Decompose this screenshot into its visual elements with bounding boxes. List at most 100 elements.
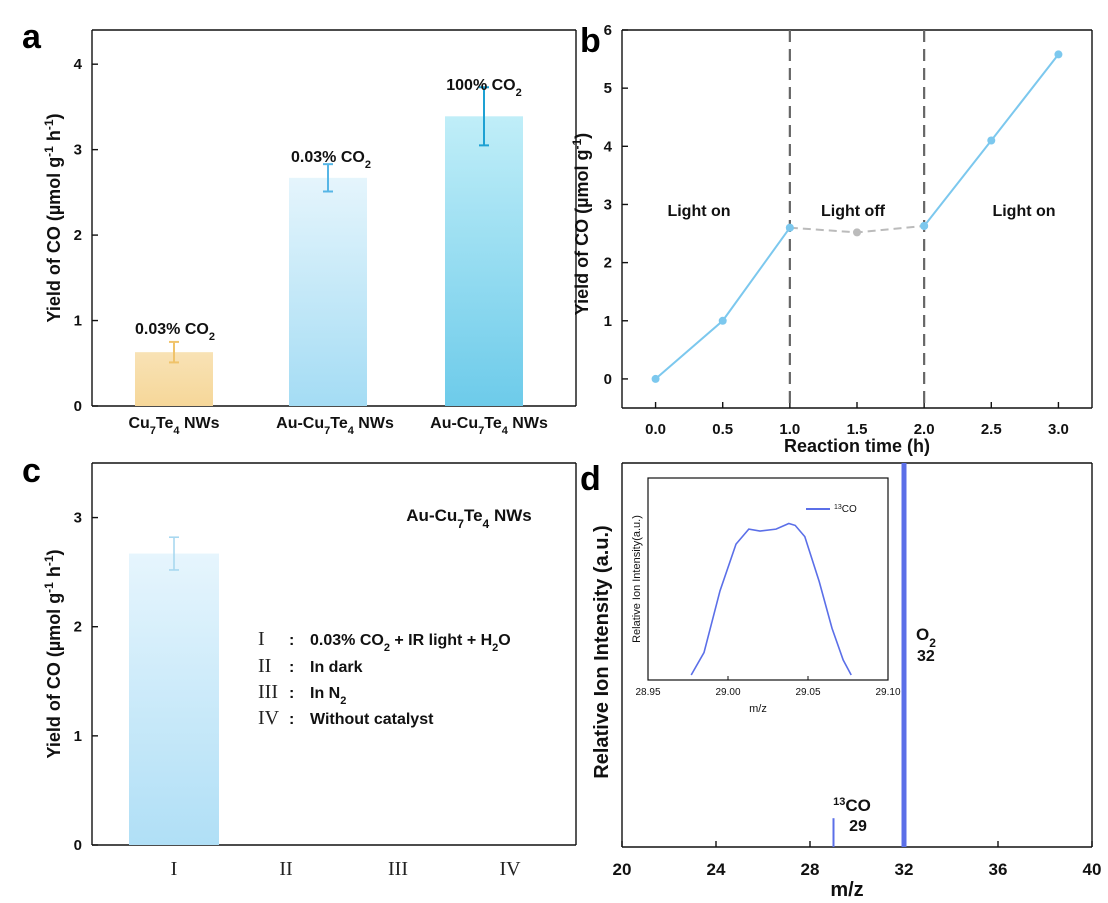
c-xtick-label: III bbox=[388, 858, 408, 880]
d-inset-frame bbox=[647, 477, 889, 681]
d-13co-mz: 29 bbox=[849, 818, 867, 835]
a-cat-2: Au-Cu7Te4 NWs bbox=[430, 415, 548, 437]
d-13co-label: 13CO bbox=[833, 796, 871, 815]
c-legend: I : 0.03% CO2 + IR light + H2O II : In d… bbox=[258, 628, 511, 729]
b-ytick-label: 4 bbox=[604, 138, 613, 155]
panel-label-d: d bbox=[580, 460, 601, 498]
d-o2-label: O2 bbox=[916, 625, 936, 650]
b-series-line bbox=[654, 227, 791, 380]
a-y-ticks: 0 1 2 3 4 bbox=[74, 56, 98, 415]
a-bar bbox=[445, 116, 523, 407]
b-ytick-label: 6 bbox=[604, 22, 612, 39]
a-y-label: Yield of CO (µmol g-1 h-1) bbox=[42, 113, 64, 322]
d-inset-legend-text: 13CO bbox=[834, 504, 857, 516]
b-note-light-on-1: Light on bbox=[667, 203, 730, 220]
panel-label-c: c bbox=[22, 452, 41, 490]
b-ticks: 0.0 0.5 1.0 1.5 2.0 2.5 3.0 0 1 2 3 4 5 6 bbox=[604, 22, 1069, 438]
b-vlines bbox=[788, 30, 926, 408]
c-legend-key-1: II bbox=[258, 655, 271, 677]
c-legend-text-0: 0.03% CO2 + IR light + H2O bbox=[310, 632, 511, 654]
c-legend-text-3: Without catalyst bbox=[310, 711, 434, 728]
b-xtick-label: 1.5 bbox=[847, 421, 868, 438]
b-note-light-off: Light off bbox=[821, 203, 886, 220]
d-inset-line bbox=[690, 522, 852, 676]
c-legend-key-2: III bbox=[258, 681, 278, 703]
a-bars bbox=[135, 86, 523, 407]
b-y-label: Yield of CO (µmol g-1) bbox=[570, 133, 592, 315]
a-cat-0: Cu7Te4 NWs bbox=[128, 415, 219, 437]
d-xtick-label: 32 bbox=[895, 860, 914, 879]
d-xtick-label: 20 bbox=[613, 860, 632, 879]
b-xtick-label: 1.0 bbox=[779, 421, 800, 438]
b-point bbox=[718, 316, 727, 325]
d-y-label: Relative Ion Intensity (a.u.) bbox=[591, 525, 613, 778]
d-inset-curve bbox=[690, 522, 852, 676]
d-ticks: 20 24 28 32 36 40 bbox=[613, 841, 1102, 879]
a-note-0: 0.03% CO2 bbox=[135, 321, 215, 343]
c-legend-colon-1: : bbox=[289, 659, 294, 676]
d-inset-xtick-label: 29.00 bbox=[715, 687, 740, 698]
d-inset: 28.95 29.00 29.05 29.10 13CO Relative Ion I… bbox=[631, 477, 901, 715]
b-ytick-label: 3 bbox=[604, 196, 612, 213]
panel-d: d 20 24 28 32 36 40 Relative Ion Intensity (a… bbox=[580, 460, 1101, 901]
c-bars: I II III IV bbox=[129, 536, 521, 880]
d-xtick-label: 24 bbox=[707, 860, 726, 879]
d-xtick-label: 28 bbox=[801, 860, 820, 879]
c-y-label: Yield of CO (µmol g-1 h-1) bbox=[42, 549, 64, 758]
c-ytick-label: 2 bbox=[74, 619, 82, 636]
b-point bbox=[987, 136, 996, 145]
b-ytick-label: 0 bbox=[604, 371, 612, 388]
c-xtick-label: II bbox=[279, 858, 292, 880]
a-bar bbox=[289, 177, 367, 406]
d-xtick-label: 40 bbox=[1083, 860, 1102, 879]
b-x-label: Reaction time (h) bbox=[784, 436, 930, 456]
a-ytick-label: 2 bbox=[74, 227, 82, 244]
b-point bbox=[651, 374, 660, 383]
c-legend-key-3: IV bbox=[258, 707, 280, 729]
a-note-1: 0.03% CO2 bbox=[291, 149, 371, 171]
a-ytick-label: 1 bbox=[74, 313, 82, 330]
d-inset-x-label: m/z bbox=[749, 703, 767, 715]
panel-label-a: a bbox=[22, 18, 42, 56]
b-xtick-label: 0.5 bbox=[712, 421, 733, 438]
c-legend-text-2: In N2 bbox=[310, 685, 346, 707]
d-o2-mz: 32 bbox=[917, 648, 935, 665]
c-ytick-label: 1 bbox=[74, 728, 82, 745]
a-ytick-label: 0 bbox=[74, 398, 82, 415]
c-y-ticks: 0 1 2 3 bbox=[74, 510, 98, 854]
b-series bbox=[651, 50, 1063, 383]
b-ytick-label: 5 bbox=[604, 80, 612, 97]
b-xtick-label: 2.0 bbox=[914, 421, 935, 438]
c-legend-key-0: I bbox=[258, 628, 265, 650]
c-ytick-label: 0 bbox=[74, 837, 82, 854]
c-legend-colon-2: : bbox=[289, 685, 294, 702]
b-ytick-label: 2 bbox=[604, 255, 612, 272]
c-bar bbox=[129, 553, 219, 845]
c-legend-text-1: In dark bbox=[310, 659, 363, 676]
a-cat-1: Au-Cu7Te4 NWs bbox=[276, 415, 394, 437]
b-point bbox=[1054, 50, 1063, 59]
b-ytick-label: 1 bbox=[604, 313, 612, 330]
panel-b: b 0.0 0.5 1.0 1.5 2.0 2.5 3.0 0 1 2 3 4 5 6 Yield of … bbox=[570, 22, 1093, 456]
d-peaks bbox=[832, 463, 907, 847]
b-xtick-label: 3.0 bbox=[1048, 421, 1069, 438]
c-ytick-label: 3 bbox=[74, 510, 82, 527]
d-inset-xtick-label: 29.05 bbox=[795, 687, 820, 698]
c-title: Au-Cu7Te4 NWs bbox=[406, 506, 531, 531]
c-xtick-label: I bbox=[171, 858, 178, 880]
b-point bbox=[785, 223, 794, 232]
d-x-label: m/z bbox=[830, 879, 863, 901]
a-note-2: 100% CO2 bbox=[446, 77, 522, 99]
a-ytick-label: 3 bbox=[74, 142, 82, 159]
d-inset-xtick-label: 29.10 bbox=[875, 687, 900, 698]
c-xtick-label: IV bbox=[499, 858, 521, 880]
d-xtick-label: 36 bbox=[989, 860, 1008, 879]
b-point bbox=[920, 221, 929, 230]
c-legend-colon-0: : bbox=[289, 632, 294, 649]
d-inset-ticks: 28.95 29.00 29.05 29.10 bbox=[635, 676, 901, 698]
panel-a: a 0 1 2 3 4 Yield of CO (µmol g-1 h-1) Cu7Te… bbox=[22, 18, 577, 437]
b-xtick-label: 2.5 bbox=[981, 421, 1002, 438]
b-note-light-on-2: Light on bbox=[992, 203, 1055, 220]
d-inset-xtick-label: 28.95 bbox=[635, 687, 660, 698]
